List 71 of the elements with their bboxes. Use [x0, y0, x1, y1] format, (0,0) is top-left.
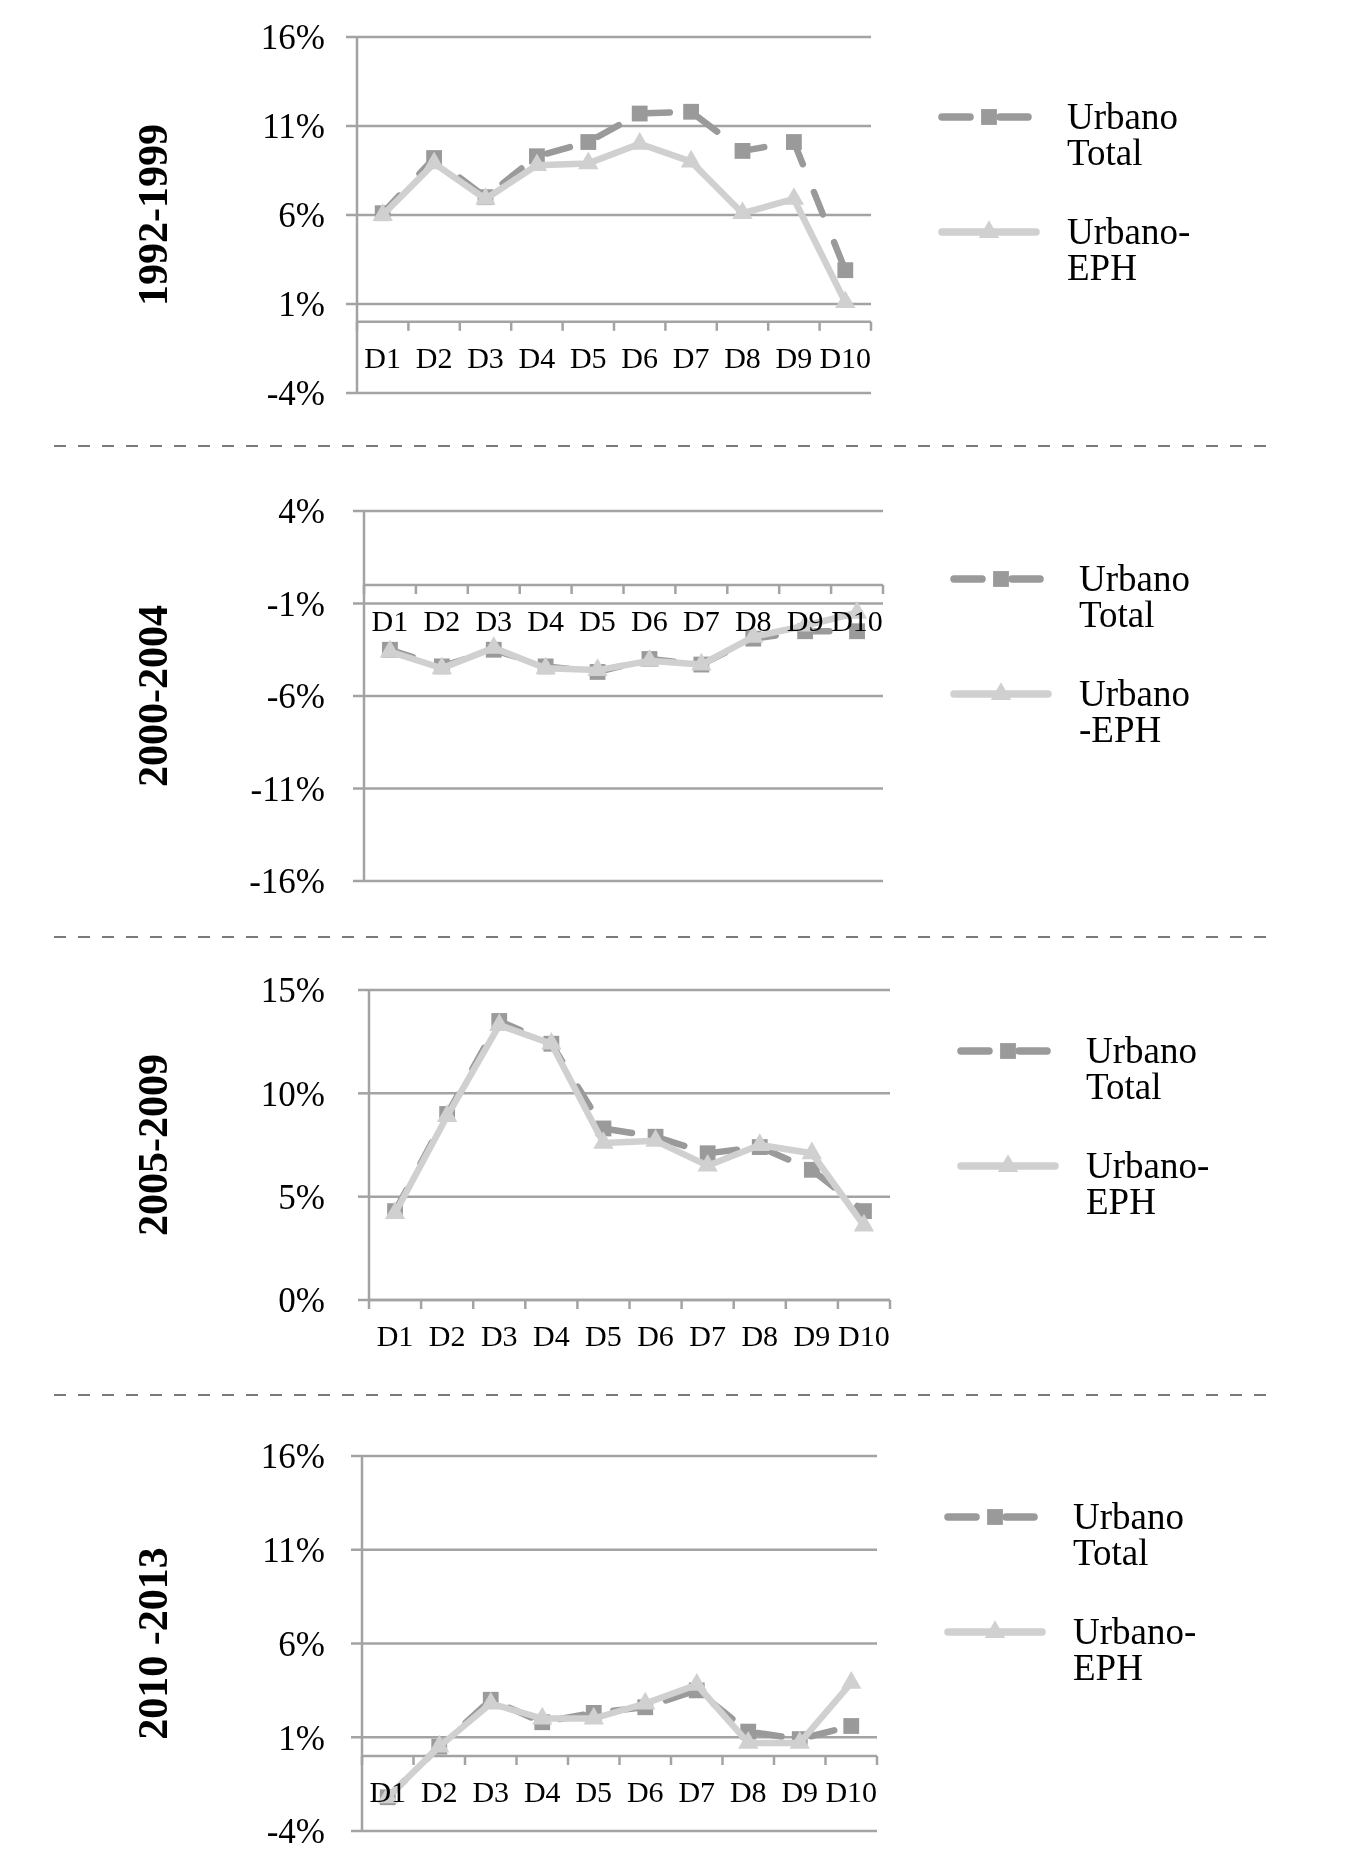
- x-tick-label: D7: [683, 604, 720, 637]
- y-tick-label: 16%: [260, 18, 325, 58]
- x-tick-label: D4: [533, 1319, 570, 1352]
- y-axis-title: 2005-2009: [129, 1054, 176, 1236]
- x-tick-label: D1: [364, 340, 402, 374]
- x-tick-label: D5: [585, 1319, 622, 1352]
- y-tick-label: 15%: [260, 971, 325, 1011]
- y-axis-title: 1992-1999: [129, 124, 176, 306]
- legend-label: Urbano-EPH: [1073, 1611, 1197, 1688]
- x-tick-label: D8: [729, 1775, 767, 1808]
- x-tick-label: D4: [527, 604, 564, 637]
- x-tick-label: D3: [472, 1775, 510, 1808]
- x-tick-label: D6: [637, 1319, 674, 1352]
- y-tick-label: 11%: [262, 107, 325, 147]
- x-tick-label: D7: [678, 1775, 716, 1808]
- y-tick-label: 6%: [278, 1624, 325, 1664]
- x-tick-label: D10: [838, 1319, 890, 1352]
- x-tick-label: D6: [621, 340, 659, 374]
- x-tick-label: D9: [781, 1775, 819, 1808]
- legend-label: Urbano-EPH: [1067, 211, 1191, 288]
- x-tick-label: D9: [786, 604, 824, 637]
- y-tick-label: -11%: [250, 769, 325, 809]
- y-tick-label: 1%: [278, 285, 325, 325]
- legend-label: Urbano -EPH: [1079, 673, 1190, 750]
- x-tick-label: D7: [672, 340, 710, 374]
- x-tick-label: D5: [579, 604, 616, 637]
- x-tick-label: D1: [376, 1319, 414, 1352]
- x-tick-label: D10: [819, 340, 872, 374]
- x-tick-label: D3: [480, 1319, 518, 1352]
- x-tick-label: D2: [420, 1775, 458, 1808]
- x-tick-label: D9: [775, 340, 813, 374]
- x-tick-label: D3: [475, 604, 513, 637]
- y-tick-label: -1%: [266, 584, 325, 624]
- x-tick-label: D7: [689, 1319, 726, 1352]
- y-tick-label: -16%: [249, 862, 325, 902]
- x-tick-label: D4: [523, 1775, 561, 1808]
- x-tick-label: D2: [415, 340, 453, 374]
- x-tick-label: D4: [518, 340, 556, 374]
- x-tick-label: D6: [626, 1775, 664, 1808]
- y-tick-label: 6%: [278, 196, 325, 236]
- y-axis-title: 2010 -2013: [129, 1547, 176, 1740]
- x-tick-label: D10: [825, 1775, 878, 1808]
- x-tick-label: D3: [467, 340, 504, 374]
- x-tick-label: D8: [734, 604, 772, 637]
- y-tick-label: 4%: [278, 492, 325, 532]
- x-tick-label: D5: [575, 1775, 613, 1808]
- legend-label: Urbano Total: [1079, 558, 1190, 635]
- y-tick-label: 10%: [260, 1074, 325, 1114]
- legend-label: Urbano-EPH: [1086, 1145, 1210, 1222]
- y-tick-label: 11%: [262, 1531, 325, 1570]
- legend-label: Urbano Total: [1073, 1496, 1184, 1573]
- y-tick-label: -4%: [266, 374, 325, 414]
- y-axis-title: 2000-2004: [129, 605, 176, 787]
- x-tick-label: D2: [423, 604, 461, 637]
- x-tick-label: D5: [569, 340, 607, 374]
- x-tick-label: D8: [724, 340, 761, 374]
- x-tick-label: D2: [428, 1319, 466, 1352]
- x-tick-label: D10: [831, 604, 883, 637]
- legend-label: Urbano Total: [1086, 1030, 1197, 1107]
- legend-label: Urbano Total: [1067, 96, 1178, 173]
- x-tick-label: D1: [369, 1775, 407, 1808]
- y-tick-label: 16%: [260, 1437, 325, 1477]
- x-tick-label: D9: [793, 1319, 831, 1352]
- y-tick-label: 0%: [278, 1281, 325, 1321]
- x-tick-label: D8: [741, 1319, 779, 1352]
- y-tick-label: 5%: [278, 1177, 325, 1217]
- y-tick-label: 1%: [278, 1718, 325, 1758]
- y-tick-label: -6%: [266, 677, 325, 717]
- y-tick-label: -4%: [266, 1812, 325, 1852]
- x-tick-label: D6: [631, 604, 668, 637]
- x-tick-label: D1: [371, 604, 409, 637]
